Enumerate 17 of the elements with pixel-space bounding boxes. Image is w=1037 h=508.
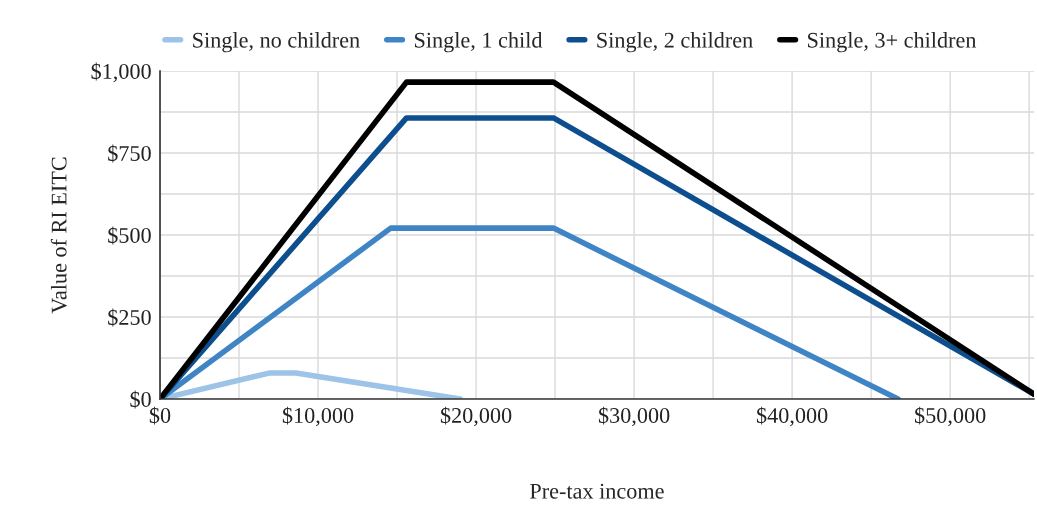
x-tick-label: $20,000: [440, 406, 512, 427]
y-tick-label: $250: [108, 308, 151, 327]
x-tick-label: $0: [149, 406, 171, 425]
x-tick-label: $50,000: [914, 406, 986, 427]
legend-label: Single, no children: [193, 32, 360, 53]
y-axis-title: Value of RI EITC: [50, 157, 67, 314]
y-tick-label: $1,000: [91, 62, 151, 83]
y-tick-label: $750: [108, 144, 151, 163]
y-tick-label: $0: [130, 390, 151, 409]
x-tick-label: $40,000: [756, 406, 828, 427]
x-tick-label: $30,000: [598, 406, 670, 427]
legend-label: Single, 2 children: [597, 32, 753, 53]
legend-label: Single, 3+ children: [808, 32, 977, 53]
legend-label: Single, 1 child: [414, 32, 543, 53]
x-axis-title: Pre-tax income: [530, 483, 664, 499]
y-tick-label: $500: [108, 226, 151, 245]
x-tick-label: $10,000: [282, 406, 354, 427]
